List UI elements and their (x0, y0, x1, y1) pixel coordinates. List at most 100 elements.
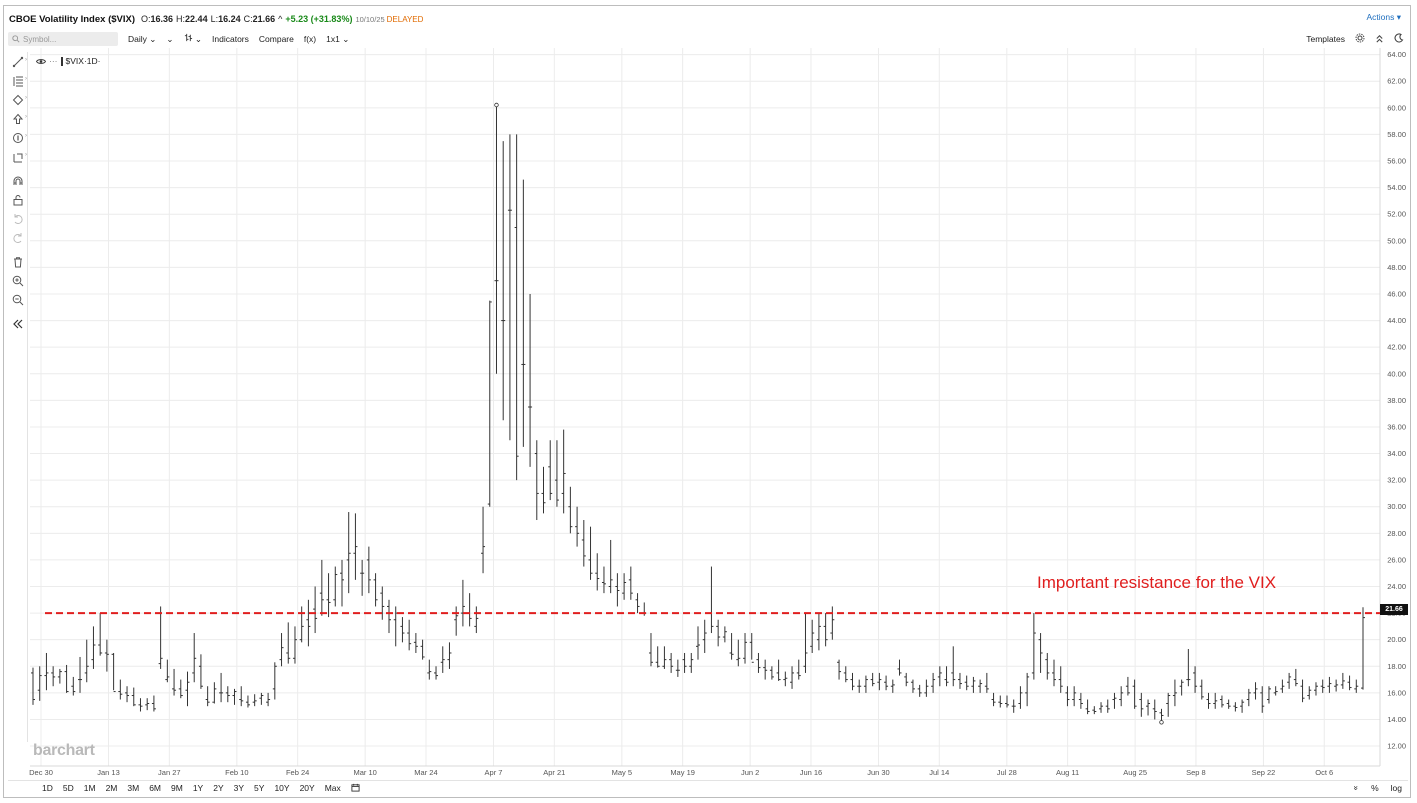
log-scale-toggle[interactable]: log (1390, 783, 1402, 793)
ohlc-bar (413, 633, 418, 653)
ohlc-bar (454, 606, 459, 636)
y-tick-label: 64.00 (1387, 50, 1406, 59)
interval-dropdown[interactable]: Daily ⌄ (128, 34, 156, 45)
range-1d[interactable]: 1D (42, 783, 53, 793)
undo-icon[interactable] (10, 212, 26, 226)
bar-type-dropdown[interactable]: ⌄ (184, 33, 202, 45)
ohlc-bar (1347, 675, 1352, 691)
range-3y[interactable]: 3Y (233, 783, 245, 793)
ohlc-bar (178, 679, 183, 699)
ohlc-bar (1233, 702, 1238, 712)
ohlc-bar (1112, 692, 1117, 709)
lock-icon[interactable] (10, 193, 26, 207)
function-button[interactable]: f(x) (303, 34, 317, 44)
ohlc-bar (984, 672, 989, 693)
ohlc-bar (1052, 659, 1057, 687)
templates-button[interactable]: Templates (1306, 34, 1345, 44)
gear-icon[interactable] (1355, 33, 1365, 45)
ohlc-bar (716, 619, 721, 647)
range-1m[interactable]: 1M (83, 783, 96, 793)
chart-type-dropdown[interactable]: ⌄ (166, 34, 173, 45)
moon-icon[interactable] (1394, 33, 1404, 45)
annotation-tool-icon[interactable]: › (10, 131, 27, 145)
range-5y[interactable]: 5Y (254, 783, 265, 793)
trendline-tool-icon[interactable]: › (10, 55, 27, 69)
x-tick-label: Jul 28 (997, 768, 1017, 777)
ohlc-bars (31, 102, 1365, 725)
ohlc-bar (924, 679, 929, 697)
ohlc-bar (1354, 679, 1359, 693)
ohlc-bar (252, 694, 257, 707)
zoom-in-icon[interactable] (10, 274, 26, 288)
ohlc-bar (1226, 699, 1231, 709)
ohlc-bar (991, 692, 996, 707)
ohlc-bar (971, 676, 976, 693)
percent-scale-toggle[interactable]: % (1371, 783, 1379, 793)
collapse-bottom-icon[interactable]: » (1351, 785, 1362, 791)
scale-options: » % log (1342, 783, 1402, 793)
ohlc-bar (1307, 686, 1312, 700)
ohlc-bar (145, 698, 150, 711)
ohlc-bar (447, 642, 452, 669)
range-9m[interactable]: 9M (171, 783, 183, 793)
ohlc-bar (944, 666, 949, 687)
ohlc-bar (1146, 699, 1151, 716)
eye-icon[interactable] (36, 58, 46, 65)
ohlc-bar (763, 659, 768, 680)
range-20y[interactable]: 20Y (299, 783, 315, 793)
ohlc-bar (709, 566, 714, 634)
low-label: L: (210, 14, 219, 24)
ohlc-bar (205, 686, 210, 707)
ohlc-bar (1011, 699, 1016, 713)
ohlc-bar (863, 675, 868, 693)
collapse-rail-icon[interactable] (10, 317, 26, 331)
fibonacci-tool-icon[interactable]: › (10, 74, 27, 88)
shapes-tool-icon[interactable]: › (10, 93, 27, 107)
series-label[interactable]: ··· $VIX ·1D· (36, 56, 100, 66)
range-2m[interactable]: 2M (105, 783, 118, 793)
ohlc-bar (1199, 679, 1204, 700)
ohlc-bar (1320, 679, 1325, 693)
ohlc-bar (803, 613, 808, 673)
ohlc-bar (353, 513, 358, 580)
ohlc-bar (158, 606, 163, 669)
ohlc-bar (1253, 682, 1258, 700)
range-6m[interactable]: 6M (149, 783, 161, 793)
layout-dropdown[interactable]: 1x1 ⌄ (326, 34, 349, 45)
range-3m[interactable]: 3M (127, 783, 140, 793)
calendar-icon[interactable] (351, 783, 360, 794)
ohlc-bar (279, 633, 284, 667)
redo-icon[interactable] (10, 231, 26, 245)
magnet-icon[interactable] (10, 174, 26, 188)
ohlc-bar (1260, 686, 1265, 713)
ohlc-bar (420, 639, 425, 660)
actions-menu[interactable]: Actions ▾ (1366, 12, 1401, 22)
range-1y[interactable]: 1Y (192, 783, 204, 793)
ohlc-bar (192, 633, 197, 683)
range-max[interactable]: Max (324, 783, 341, 793)
measure-tool-icon[interactable]: › (10, 150, 27, 164)
x-tick-label: Dec 30 (29, 768, 53, 777)
zoom-out-icon[interactable] (10, 293, 26, 307)
ohlc-bar (857, 679, 862, 693)
ohlc-bar (339, 559, 344, 607)
compare-button[interactable]: Compare (258, 34, 294, 44)
indicators-button[interactable]: Indicators (212, 34, 249, 44)
series-menu-icon[interactable]: ··· (49, 56, 58, 66)
ohlc-bar (360, 559, 365, 596)
collapse-up-icon[interactable] (1375, 34, 1384, 45)
ohlc-bar (138, 698, 143, 712)
x-tick-label: Jan 13 (97, 768, 120, 777)
ohlc-bar (1280, 679, 1285, 693)
ohlc-bar (165, 659, 170, 683)
range-2y[interactable]: 2Y (213, 783, 224, 793)
quote-header: CBOE Volatility Index ($VIX) O: 16.36 H: 2… (9, 12, 423, 26)
range-5d[interactable]: 5D (62, 783, 74, 793)
arrow-tool-icon[interactable]: › (10, 112, 27, 126)
range-10y[interactable]: 10Y (274, 783, 290, 793)
ohlc-bar (675, 659, 680, 677)
x-tick-label: Aug 25 (1123, 768, 1147, 777)
symbol-search-input[interactable]: Symbol... (8, 32, 118, 46)
trash-icon[interactable] (10, 255, 26, 269)
